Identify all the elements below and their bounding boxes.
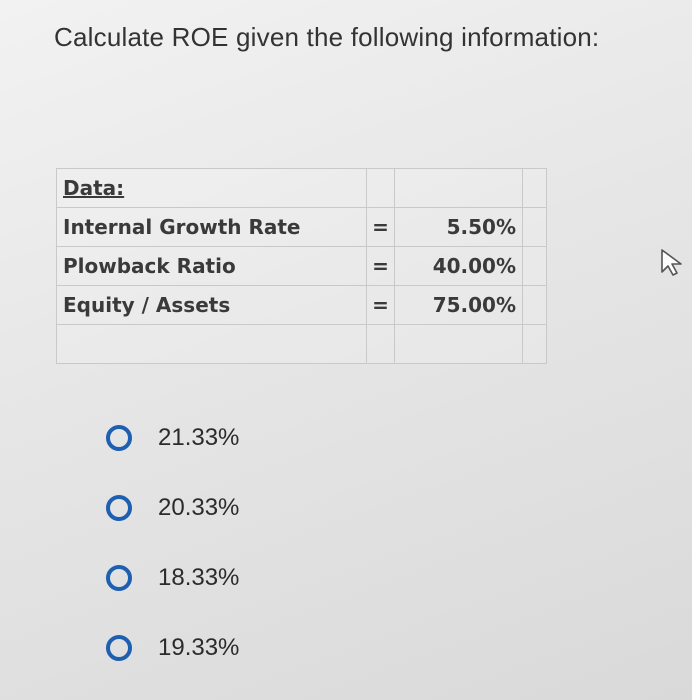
table-cell	[394, 324, 523, 364]
table-row: Internal Growth Rate = 5.50%	[56, 207, 547, 247]
radio-button[interactable]	[106, 635, 132, 661]
row-equals: =	[366, 246, 395, 286]
table-cell	[522, 324, 547, 364]
table-cell	[366, 168, 395, 208]
table-cell	[522, 168, 547, 208]
question-text: Calculate ROE given the following inform…	[54, 22, 600, 52]
table-row	[56, 324, 547, 364]
row-value: 40.00%	[394, 246, 523, 286]
radio-button[interactable]	[106, 495, 132, 521]
row-equals: =	[366, 285, 395, 325]
option-label: 18.33%	[158, 564, 240, 591]
table-cell	[522, 285, 547, 325]
radio-button[interactable]	[106, 425, 132, 451]
option-label: 20.33%	[158, 494, 240, 521]
radio-button[interactable]	[106, 565, 132, 591]
table-cell	[522, 207, 547, 247]
answer-option[interactable]: 18.33%	[106, 560, 239, 596]
table-row: Data:	[56, 168, 547, 208]
row-equals: =	[366, 207, 395, 247]
table-cell	[366, 324, 395, 364]
table-row: Equity / Assets = 75.00%	[56, 285, 547, 325]
pointer-cursor-icon	[661, 249, 682, 276]
row-label: Equity / Assets	[56, 285, 367, 325]
row-value: 75.00%	[394, 285, 523, 325]
table-cell	[56, 324, 367, 364]
option-label: 19.33%	[158, 634, 240, 661]
data-table: Data: Internal Growth Rate = 5.50% Plowb…	[56, 168, 547, 364]
table-cell	[522, 246, 547, 286]
option-label: 21.33%	[158, 424, 240, 451]
table-row: Plowback Ratio = 40.00%	[56, 246, 547, 286]
table-header-cell: Data:	[56, 168, 367, 208]
answer-option[interactable]: 20.33%	[106, 490, 239, 526]
answer-option[interactable]: 21.33%	[106, 420, 239, 456]
row-label: Plowback Ratio	[56, 246, 367, 286]
row-value: 5.50%	[394, 207, 523, 247]
row-label: Internal Growth Rate	[56, 207, 367, 247]
table-cell	[394, 168, 523, 208]
table-header: Data:	[63, 176, 125, 200]
answer-options: 21.33% 20.33% 18.33% 19.33%	[106, 420, 239, 700]
answer-option[interactable]: 19.33%	[106, 630, 239, 666]
